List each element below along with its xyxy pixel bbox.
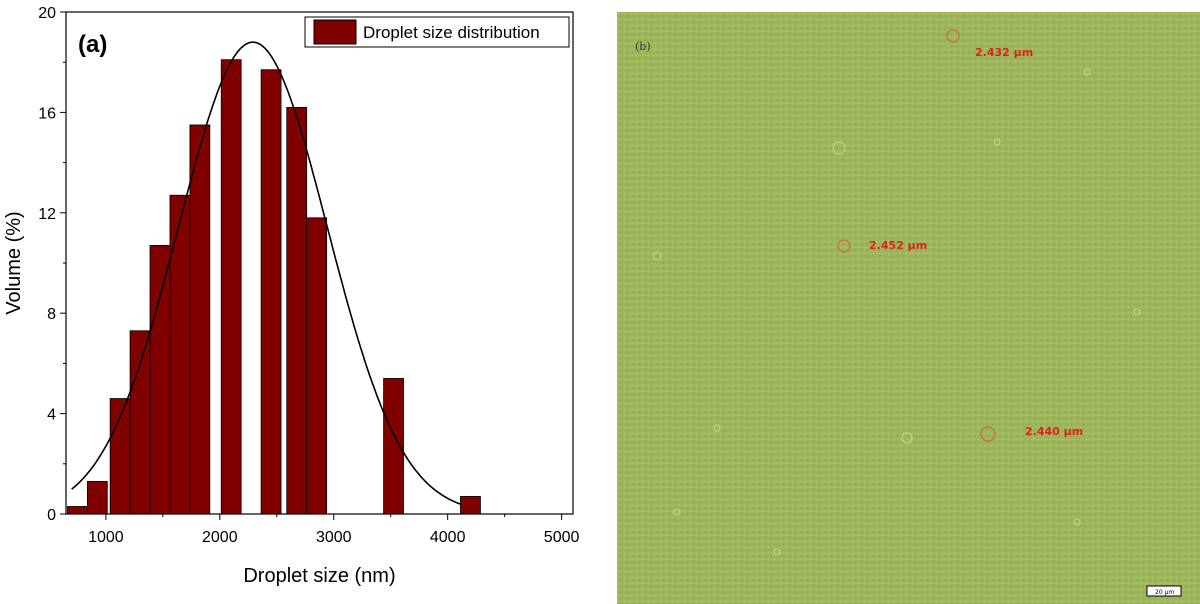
x-axis-title: Droplet size (nm) bbox=[243, 565, 395, 587]
droplet-marker bbox=[980, 426, 996, 442]
micrograph-image: (b) 2.432 µm 2.452 µm 2.440 µm 20 µm bbox=[617, 12, 1200, 604]
x-tick-label: 2000 bbox=[202, 529, 238, 546]
droplet-size-label: 2.432 µm bbox=[975, 46, 1033, 59]
panel-label-a: (a) bbox=[78, 31, 107, 58]
histogram-chart: 1000 2000 3000 4000 5000 0 4 8 12 16 20 Droplet s… bbox=[3, 5, 580, 587]
droplet-size-label: 2.440 µm bbox=[1025, 425, 1083, 438]
micrograph-speckles bbox=[652, 68, 1141, 556]
y-tick-label: 4 bbox=[47, 407, 56, 424]
histogram-bar bbox=[220, 59, 242, 515]
droplet-marker bbox=[946, 29, 960, 43]
histogram-bar bbox=[67, 506, 88, 515]
scale-bar bbox=[1146, 585, 1182, 597]
legend: Droplet size distribution bbox=[304, 16, 570, 48]
histogram-bar bbox=[460, 496, 481, 515]
histogram-bar bbox=[169, 194, 191, 515]
y-axis-ticks: 0 4 8 12 16 20 bbox=[38, 5, 66, 524]
x-tick-label: 3000 bbox=[316, 529, 352, 546]
y-axis-title: Volume (%) bbox=[3, 211, 25, 314]
micrograph-panel: (b) 2.432 µm 2.452 µm 2.440 µm 20 µm bbox=[617, 12, 1200, 604]
y-tick-label: 16 bbox=[38, 105, 56, 122]
histogram-bar bbox=[149, 245, 171, 515]
y-tick-label: 12 bbox=[38, 206, 56, 223]
histogram-bar bbox=[306, 217, 328, 515]
histogram-bars bbox=[67, 59, 481, 515]
legend-label: Droplet size distribution bbox=[363, 23, 540, 42]
y-tick-label: 8 bbox=[47, 306, 56, 323]
x-axis-ticks: 1000 2000 3000 4000 5000 bbox=[88, 514, 580, 546]
histogram-bar bbox=[286, 106, 308, 515]
x-tick-label: 1000 bbox=[88, 529, 124, 546]
histogram-bar bbox=[86, 480, 108, 515]
droplet-size-label: 2.452 µm bbox=[869, 239, 927, 252]
gaussian-fit-curve bbox=[71, 41, 462, 506]
histogram-bar bbox=[260, 69, 282, 515]
panel-label-b: (b) bbox=[635, 40, 651, 53]
histogram-bar bbox=[129, 330, 151, 515]
x-tick-label: 4000 bbox=[430, 529, 466, 546]
y-tick-label: 20 bbox=[38, 5, 56, 22]
histogram-bar bbox=[189, 124, 211, 515]
x-tick-label: 5000 bbox=[544, 529, 580, 546]
legend-swatch bbox=[313, 19, 357, 45]
droplet-marker bbox=[837, 239, 851, 253]
y-tick-label: 0 bbox=[47, 507, 56, 524]
scale-bar-label: 20 µm bbox=[1155, 589, 1174, 596]
micrograph-background bbox=[617, 12, 1200, 604]
